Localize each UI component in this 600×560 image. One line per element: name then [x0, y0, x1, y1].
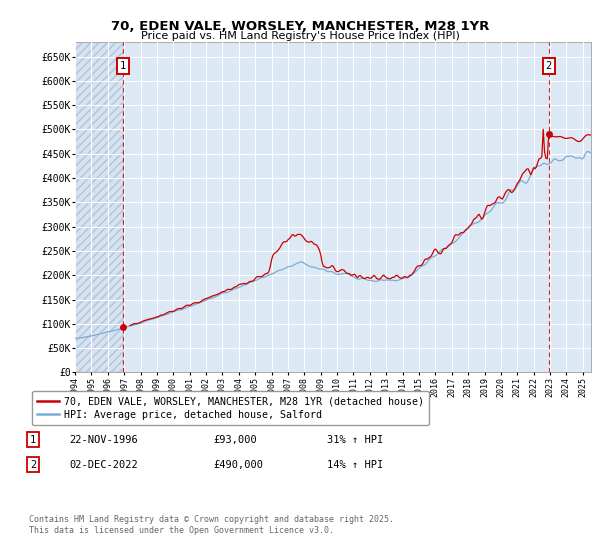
- Text: £490,000: £490,000: [213, 460, 263, 470]
- Text: 31% ↑ HPI: 31% ↑ HPI: [327, 435, 383, 445]
- Text: 02-DEC-2022: 02-DEC-2022: [69, 460, 138, 470]
- Text: £93,000: £93,000: [213, 435, 257, 445]
- Text: 22-NOV-1996: 22-NOV-1996: [69, 435, 138, 445]
- Legend: 70, EDEN VALE, WORSLEY, MANCHESTER, M28 1YR (detached house), HPI: Average price: 70, EDEN VALE, WORSLEY, MANCHESTER, M28 …: [32, 391, 429, 425]
- Text: Contains HM Land Registry data © Crown copyright and database right 2025.
This d: Contains HM Land Registry data © Crown c…: [29, 515, 394, 535]
- Text: 2: 2: [545, 61, 552, 71]
- Text: 1: 1: [30, 435, 36, 445]
- Text: 2: 2: [30, 460, 36, 470]
- Text: 70, EDEN VALE, WORSLEY, MANCHESTER, M28 1YR: 70, EDEN VALE, WORSLEY, MANCHESTER, M28 …: [111, 20, 489, 32]
- Text: 1: 1: [120, 61, 126, 71]
- Text: Price paid vs. HM Land Registry's House Price Index (HPI): Price paid vs. HM Land Registry's House …: [140, 31, 460, 41]
- Text: 14% ↑ HPI: 14% ↑ HPI: [327, 460, 383, 470]
- Polygon shape: [75, 42, 123, 372]
